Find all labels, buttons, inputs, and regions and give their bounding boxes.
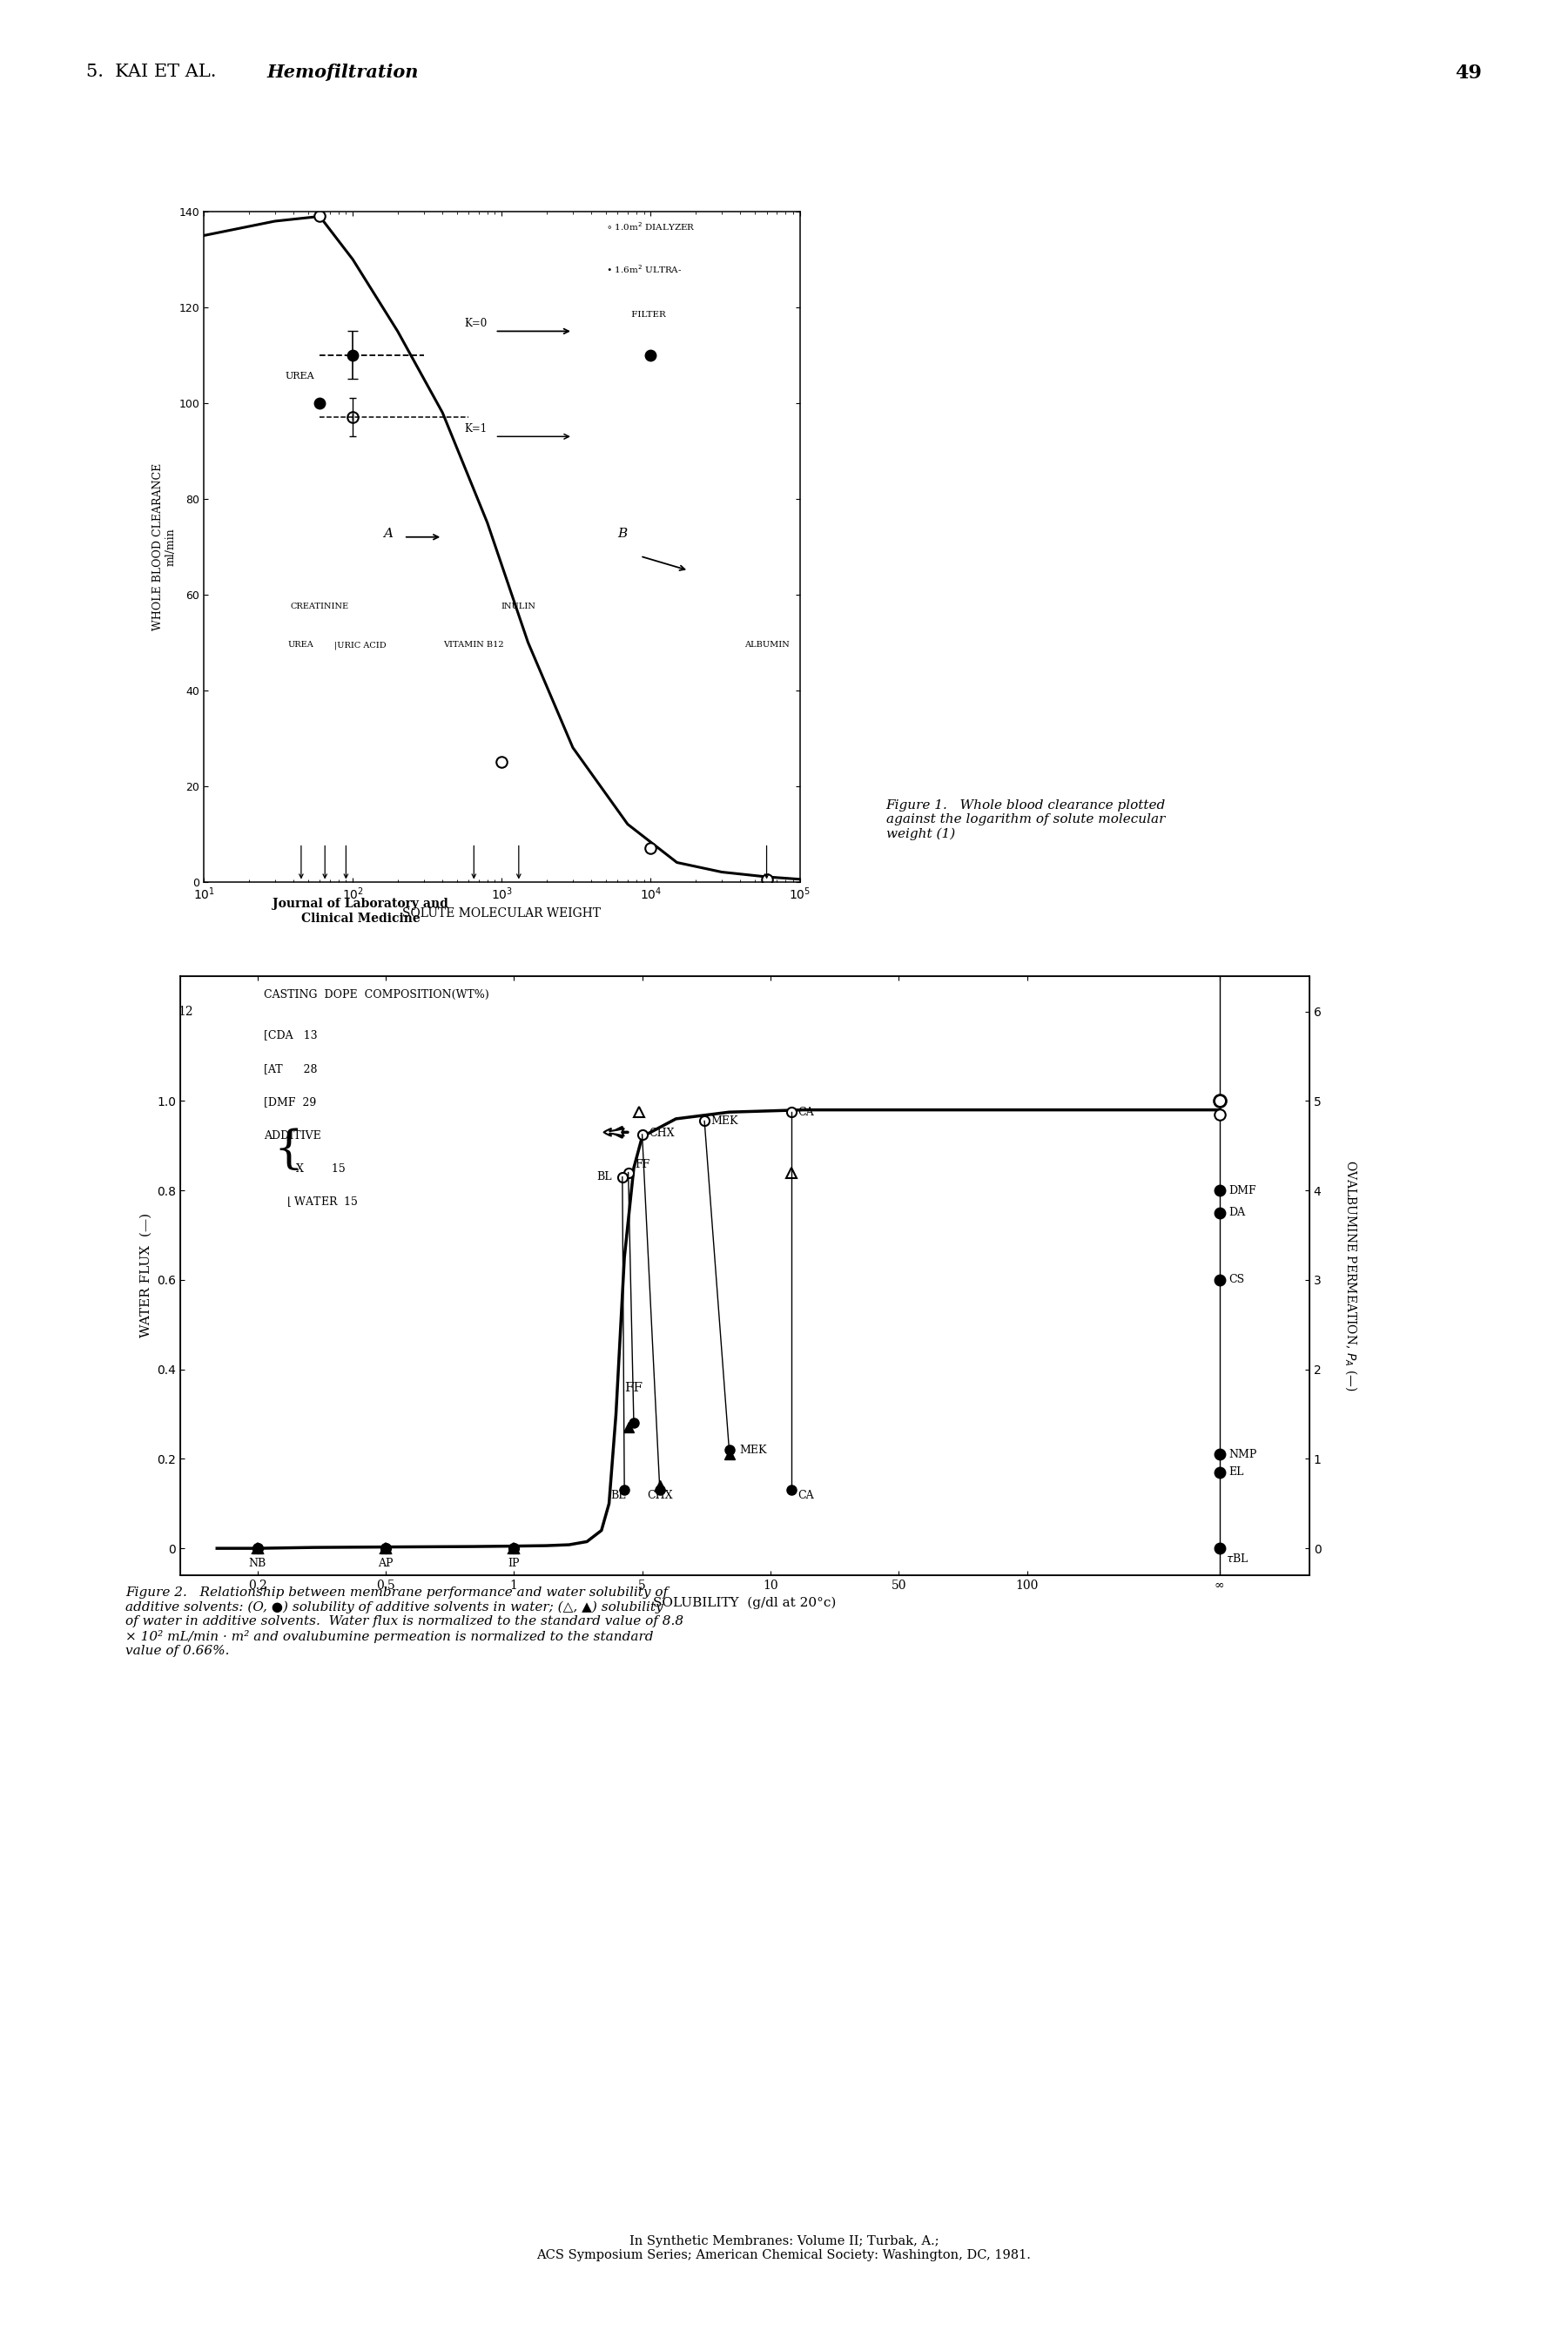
Text: [CDA   13: [CDA 13 <box>263 1030 317 1041</box>
Text: CA: CA <box>798 1491 814 1502</box>
Text: K=1: K=1 <box>464 423 488 435</box>
Text: CHX: CHX <box>649 1128 674 1138</box>
Text: $\lfloor$ WATER  15: $\lfloor$ WATER 15 <box>287 1194 359 1208</box>
Text: UREA: UREA <box>289 642 314 649</box>
Text: Figure 2.   Relationship between membrane performance and water solubility of
ad: Figure 2. Relationship between membrane … <box>125 1587 684 1657</box>
Text: CREATININE: CREATININE <box>290 602 350 611</box>
Text: $\circ$ 1.0m$^2$ DIALYZER: $\circ$ 1.0m$^2$ DIALYZER <box>605 221 696 233</box>
Text: NB: NB <box>248 1556 267 1568</box>
Text: 5.  KAI ET AL.: 5. KAI ET AL. <box>86 63 216 80</box>
Text: CHX: CHX <box>648 1491 673 1502</box>
Text: AP: AP <box>378 1556 394 1568</box>
Text: FF: FF <box>635 1159 649 1171</box>
Text: ALBUMIN: ALBUMIN <box>745 642 789 649</box>
Text: ADDITIVE: ADDITIVE <box>263 1131 321 1140</box>
Text: K=0: K=0 <box>464 317 488 329</box>
Text: In Synthetic Membranes: Volume II; Turbak, A.;
ACS Symposium Series; American Ch: In Synthetic Membranes: Volume II; Turba… <box>536 2236 1032 2262</box>
Text: UREA: UREA <box>285 371 314 381</box>
Text: 49: 49 <box>1455 63 1482 82</box>
Y-axis label: OVALBUMINE PERMEATION, $P_A$ (—): OVALBUMINE PERMEATION, $P_A$ (—) <box>1344 1159 1358 1392</box>
Text: DA: DA <box>1228 1206 1245 1218</box>
Text: |URIC ACID: |URIC ACID <box>334 642 386 649</box>
Text: Hemofiltration: Hemofiltration <box>267 63 419 80</box>
Text: 12: 12 <box>177 1006 193 1018</box>
Text: NMP: NMP <box>1228 1448 1256 1460</box>
Y-axis label: WATER FLUX  (—): WATER FLUX (—) <box>140 1213 152 1338</box>
Text: IP: IP <box>508 1556 519 1568</box>
Text: [AT      28: [AT 28 <box>263 1063 317 1074</box>
Text: BL: BL <box>610 1491 626 1502</box>
Text: EL: EL <box>1228 1467 1243 1479</box>
Text: MEK: MEK <box>710 1114 739 1126</box>
Text: [DMF  29: [DMF 29 <box>263 1096 317 1107</box>
Text: A: A <box>383 527 392 541</box>
Text: VITAMIN B12: VITAMIN B12 <box>444 642 505 649</box>
Text: $\bullet$ 1.6m$^2$ ULTRA-: $\bullet$ 1.6m$^2$ ULTRA- <box>605 263 682 275</box>
X-axis label: SOLUBILITY  (g/dl at 20°c): SOLUBILITY (g/dl at 20°c) <box>654 1596 836 1608</box>
Text: Journal of Laboratory and
Clinical Medicine: Journal of Laboratory and Clinical Medic… <box>273 898 448 924</box>
Text: B: B <box>618 527 627 541</box>
Text: BL: BL <box>597 1171 612 1183</box>
Text: FF: FF <box>624 1382 643 1394</box>
Text: X        15: X 15 <box>296 1164 345 1176</box>
Text: $\tau$BL: $\tau$BL <box>1226 1552 1250 1566</box>
Text: MEK: MEK <box>740 1444 767 1455</box>
Text: {: { <box>274 1128 303 1173</box>
Text: CA: CA <box>798 1107 814 1117</box>
Text: Figure 1.   Whole blood clearance plotted
against the logarithm of solute molecu: Figure 1. Whole blood clearance plotted … <box>886 799 1165 839</box>
Text: CS: CS <box>1228 1274 1245 1286</box>
Text: DMF: DMF <box>1228 1185 1256 1197</box>
X-axis label: SOLUTE MOLECULAR WEIGHT: SOLUTE MOLECULAR WEIGHT <box>403 907 601 919</box>
Text: INULIN: INULIN <box>502 602 536 611</box>
Text: CASTING  DOPE  COMPOSITION(WT%): CASTING DOPE COMPOSITION(WT%) <box>263 990 489 999</box>
Text: FILTER: FILTER <box>605 310 666 320</box>
Y-axis label: WHOLE BLOOD CLEARANCE
ml/min: WHOLE BLOOD CLEARANCE ml/min <box>152 463 177 630</box>
